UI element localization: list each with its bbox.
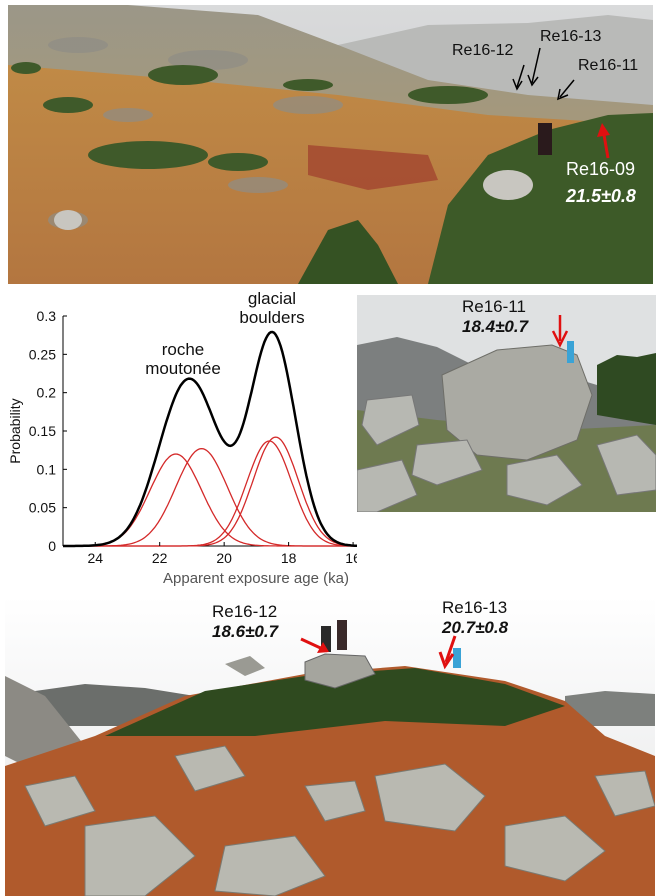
middle-boulder-photo: Re16-11 18.4±0.7 xyxy=(357,295,656,512)
annotation-boulders-line1: glacial xyxy=(248,289,296,308)
top-photo-scene xyxy=(8,5,653,284)
person xyxy=(538,123,552,155)
middle-photo-scene xyxy=(357,295,656,512)
boulder-re16-12 xyxy=(304,653,376,689)
x-axis-label: Apparent exposure age (ka) xyxy=(163,570,349,587)
bot-label-re16-13: Re16-13 xyxy=(442,598,508,617)
person-2 xyxy=(337,620,347,650)
y-tick-label: 0.05 xyxy=(29,500,56,516)
mid-label-age: 18.4±0.7 xyxy=(462,317,529,336)
arrow-re16-11 xyxy=(559,79,575,98)
label-re16-12: Re16-12 xyxy=(452,42,514,59)
bot-age-re16-12: 18.6±0.7 xyxy=(212,622,279,641)
age-re16-09: 21.5±0.8 xyxy=(566,186,636,206)
bot-age-re16-13: 20.7±0.8 xyxy=(442,618,509,637)
bottom-ridge-photo: Re16-12 18.6±0.7 Re16-13 20.7±0.8 xyxy=(5,596,655,896)
x-tick-label: 24 xyxy=(87,550,103,566)
top-photo-arrows xyxy=(512,47,610,159)
x-tick-label: 20 xyxy=(216,550,232,566)
chart-axes xyxy=(62,316,357,547)
x-tick-label: 18 xyxy=(281,550,297,566)
y-tick-label: 0.2 xyxy=(37,385,57,401)
mid-label-sample: Re16-11 xyxy=(462,297,526,316)
y-tick-label: 0.3 xyxy=(37,308,57,324)
arrow-re16-13-bot xyxy=(444,635,457,663)
label-re16-11: Re16-11 xyxy=(578,57,639,74)
chart-curves xyxy=(63,330,357,548)
bottom-photo-scene xyxy=(5,596,655,896)
gaussian-curve-3 xyxy=(63,440,357,547)
arrow-re16-12 xyxy=(516,64,525,88)
y-tick-label: 0 xyxy=(48,538,56,554)
x-tick-label: 22 xyxy=(152,550,168,566)
y-tick-label: 0.15 xyxy=(29,423,56,439)
y-tick-label: 0.1 xyxy=(37,461,57,477)
probability-chart: 00.050.10.150.20.250.324222018161412 Pro… xyxy=(0,285,357,590)
annotation-roche-line1: roche xyxy=(162,340,205,359)
top-landscape-photo: Re16-12 Re16-13 Re16-11 Re16-09 21.5±0.8 xyxy=(8,5,653,284)
summed-probability-curve xyxy=(63,330,357,548)
y-tick-label: 0.25 xyxy=(29,346,56,362)
chart-ticks: 00.050.10.150.20.250.324222018161412 xyxy=(29,308,357,566)
chart-svg: 00.050.10.150.20.250.324222018161412 Pro… xyxy=(7,289,357,587)
y-axis-label: Probability xyxy=(7,398,23,463)
person-3 xyxy=(453,648,461,668)
arrow-re16-13 xyxy=(531,47,541,84)
x-tick-label: 16 xyxy=(345,550,357,566)
label-re16-13: Re16-13 xyxy=(540,28,602,45)
person-1 xyxy=(321,626,331,652)
annotation-boulders-line2: boulders xyxy=(239,308,304,327)
bot-label-re16-12: Re16-12 xyxy=(212,602,278,621)
climber xyxy=(567,341,574,363)
annotation-roche-line2: moutonée xyxy=(145,359,221,378)
gaussian-curve-4 xyxy=(63,436,357,547)
label-re16-09: Re16-09 xyxy=(566,159,636,179)
